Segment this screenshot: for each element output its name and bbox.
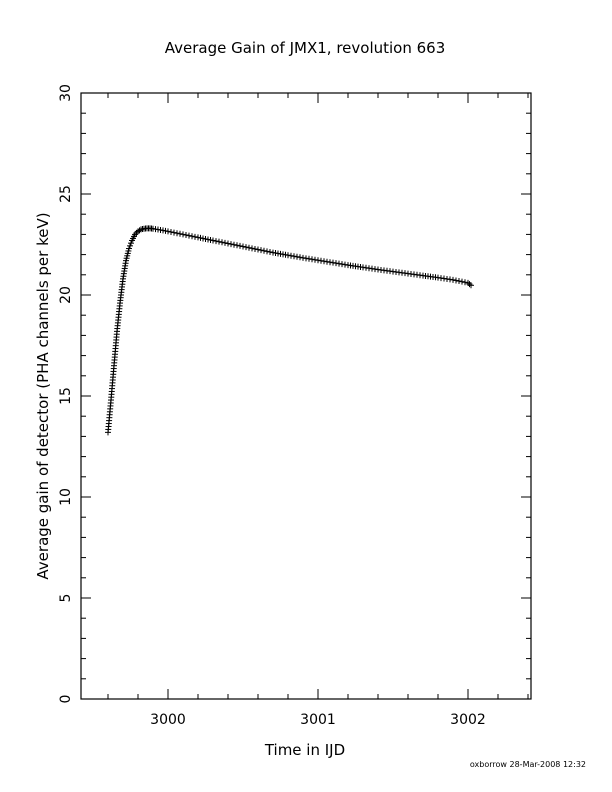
data-point <box>228 241 234 248</box>
data-point <box>261 247 267 254</box>
data-point <box>291 253 297 260</box>
x-tick-label: 3000 <box>150 712 186 728</box>
data-point <box>225 240 231 247</box>
y-tick-label: 30 <box>58 84 74 102</box>
data-point <box>258 247 264 254</box>
data-point <box>468 282 474 289</box>
data-point <box>127 242 133 249</box>
data-point <box>216 238 222 245</box>
data-point <box>264 248 270 255</box>
data-point <box>231 241 237 248</box>
x-tick-label: 3001 <box>300 712 336 728</box>
data-point <box>171 229 177 236</box>
data-point <box>237 242 243 249</box>
data-point <box>126 245 132 252</box>
data-point <box>192 233 198 240</box>
data-point <box>243 244 249 251</box>
data-point <box>210 237 216 244</box>
plot-frame <box>80 92 532 700</box>
y-tick-label: 20 <box>58 286 74 304</box>
data-point <box>453 277 459 284</box>
data-point <box>462 279 468 286</box>
data-point <box>267 248 273 255</box>
data-point <box>285 252 291 259</box>
data-point <box>219 239 225 246</box>
data-point <box>252 245 258 252</box>
data-point <box>240 243 246 250</box>
data-point <box>180 231 186 238</box>
tick-labels: 0 5 10 15 20 25 30 3000 3001 3002 <box>58 84 486 728</box>
y-tick-label: 0 <box>58 695 74 704</box>
y-tick-label: 15 <box>58 387 74 405</box>
data-point <box>128 240 134 247</box>
data-point <box>456 278 462 285</box>
data-point <box>294 253 300 260</box>
data-point <box>168 228 174 235</box>
data-point <box>288 252 294 259</box>
data-series <box>105 225 474 436</box>
data-point <box>249 245 255 252</box>
data-point <box>222 239 228 246</box>
data-point <box>183 232 189 239</box>
y-tick-label: 25 <box>58 185 74 203</box>
data-point <box>255 246 261 253</box>
data-point <box>297 254 303 261</box>
data-point <box>213 238 219 245</box>
x-axis-label: Time in IJD <box>264 741 345 759</box>
y-tick-label: 5 <box>58 594 74 603</box>
footer-stamp: oxborrow 28-Mar-2008 12:32 <box>470 760 586 769</box>
data-point <box>174 230 180 237</box>
data-point <box>246 244 252 251</box>
data-point <box>450 276 456 283</box>
chart-title: Average Gain of JMX1, revolution 663 <box>165 39 446 57</box>
y-tick-label: 10 <box>58 488 74 506</box>
data-point <box>186 232 192 239</box>
data-point <box>234 242 240 249</box>
data-point <box>189 233 195 240</box>
data-point <box>177 230 183 237</box>
y-axis-label: Average gain of detector (PHA channels p… <box>34 212 52 579</box>
axis-ticks <box>81 92 531 700</box>
x-tick-label: 3002 <box>450 712 486 728</box>
data-point <box>459 278 465 285</box>
data-point <box>165 228 171 235</box>
